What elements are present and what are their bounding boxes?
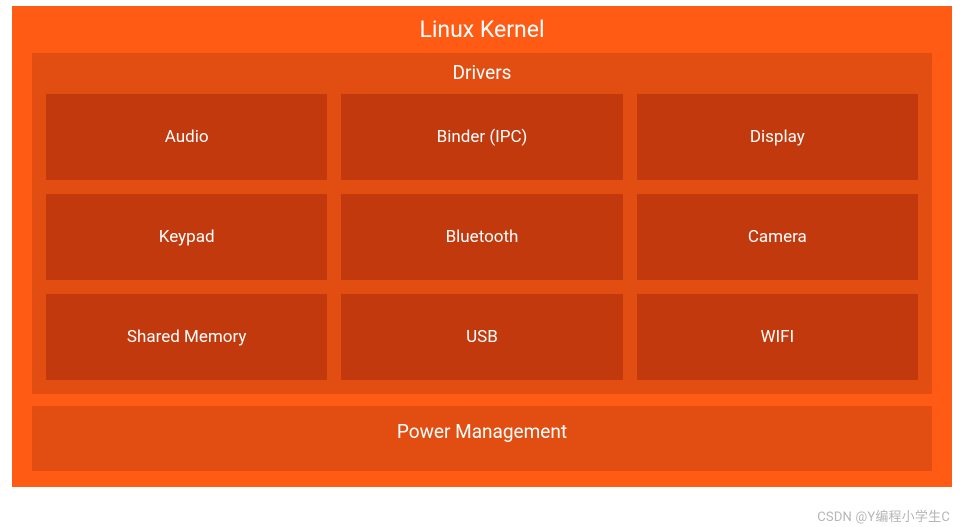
driver-cell: Bluetooth — [341, 194, 622, 280]
driver-cell: Camera — [637, 194, 918, 280]
drivers-title: Drivers — [46, 53, 918, 94]
driver-cell: Binder (IPC) — [341, 94, 622, 180]
watermark-text: CSDN @Y编程小学生C — [817, 506, 950, 525]
driver-cell: USB — [341, 294, 622, 380]
driver-cell: Display — [637, 94, 918, 180]
drivers-grid: Audio Binder (IPC) Display Keypad Blueto… — [46, 94, 918, 380]
driver-cell: Shared Memory — [46, 294, 327, 380]
driver-cell: WIFI — [637, 294, 918, 380]
driver-cell: Audio — [46, 94, 327, 180]
kernel-outer-box: Linux Kernel Drivers Audio Binder (IPC) … — [12, 6, 952, 487]
kernel-title: Linux Kernel — [32, 10, 932, 53]
drivers-section: Drivers Audio Binder (IPC) Display Keypa… — [32, 53, 932, 394]
driver-cell: Keypad — [46, 194, 327, 280]
power-title: Power Management — [46, 406, 918, 457]
power-section: Power Management — [32, 406, 932, 471]
